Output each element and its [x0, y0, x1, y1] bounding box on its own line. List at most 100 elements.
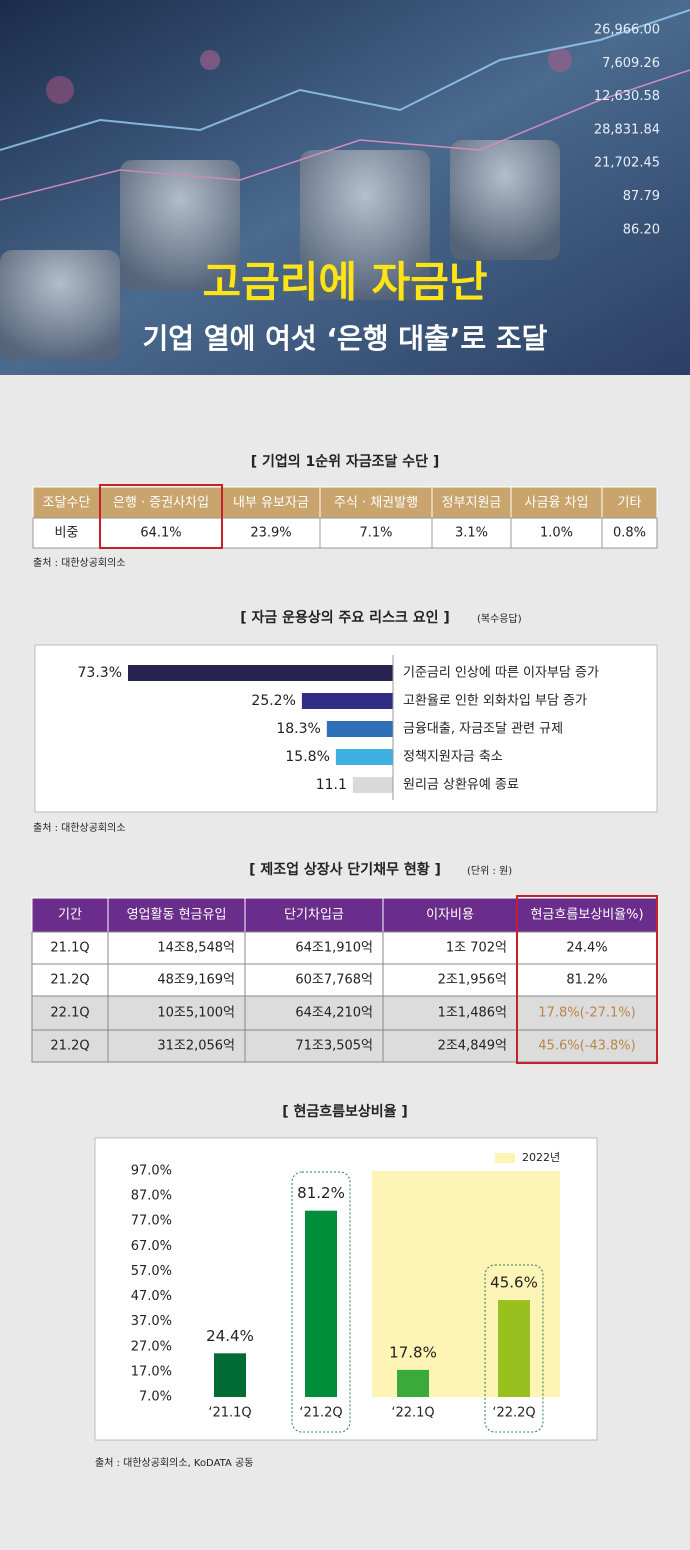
body-cell — [382, 995, 518, 1031]
body-cell — [244, 995, 384, 1031]
value-label: 73.3% — [78, 665, 122, 681]
y-tick-label: 57.0% — [131, 1264, 172, 1279]
y-tick-label: 17.0% — [131, 1364, 172, 1379]
y-tick-label: 87.0% — [131, 1189, 172, 1204]
body-cell — [244, 931, 384, 965]
body-cell — [221, 517, 321, 549]
highlight-box — [99, 484, 223, 549]
header-cell — [601, 486, 658, 519]
body-cell — [516, 995, 658, 1031]
x-tick-label: ‘22.1Q — [391, 1406, 434, 1421]
category-label: 고환율로 인한 외화차입 부담 증가 — [403, 694, 587, 709]
value-label: 24.4% — [206, 1327, 254, 1345]
cell-text: 45.6%(-43.8%) — [538, 1039, 635, 1054]
dotted-frame — [291, 1171, 351, 1433]
ticker-number: 28,831.84 — [594, 122, 660, 137]
header-cell — [221, 486, 321, 519]
table-title: [ 기업의 1순위 자금조달 수단 ] — [251, 453, 440, 470]
bar — [326, 721, 393, 737]
cell-text: 21.2Q — [50, 1039, 89, 1054]
x-tick-label: ‘21.1Q — [208, 1406, 251, 1421]
bar — [305, 1210, 337, 1397]
body-cell — [107, 963, 246, 997]
header-cell — [431, 486, 512, 519]
cell-text: 비중 — [55, 526, 79, 541]
ticker-number: 12,630.58 — [594, 89, 660, 104]
header-text: 기간 — [58, 908, 82, 923]
cell-text: 31조2,056억 — [157, 1039, 235, 1054]
ticker-number: 87.79 — [623, 189, 660, 204]
ticker-number: 26,966.00 — [594, 23, 660, 38]
y-tick-label: 37.0% — [131, 1314, 172, 1329]
cell-text: 64조4,210억 — [295, 1006, 373, 1021]
category-label: 정책지원자금 축소 — [403, 750, 503, 765]
cell-text: 2조1,956억 — [438, 973, 507, 988]
header-text: 단기차입금 — [284, 908, 344, 923]
cell-text: 23.9% — [250, 526, 291, 541]
category-label: 기준금리 인상에 따른 이자부담 증가 — [403, 666, 599, 681]
cell-text: 17.8%(-27.1%) — [538, 1006, 635, 1021]
bar — [335, 749, 393, 765]
cell-text: 1.0% — [540, 526, 573, 541]
x-tick-label: ‘21.2Q — [299, 1406, 342, 1421]
cell-text: 64.1% — [140, 526, 181, 541]
bar — [301, 693, 393, 709]
banner-subtitle: 기업 열에 여섯 ‘은행 대출’로 조달 — [143, 322, 548, 355]
banner-title: 고금리에 자금난 — [202, 258, 487, 307]
cell-text: 14조8,548억 — [157, 941, 235, 956]
category-label: 금융대출, 자금조달 관련 규제 — [403, 722, 563, 737]
cell-text: 7.1% — [359, 526, 392, 541]
table-unit: (단위 : 원) — [467, 864, 512, 877]
highlight-box — [516, 895, 658, 1064]
body-cell — [107, 1029, 246, 1063]
body-cell — [244, 963, 384, 997]
x-tick-label: ‘22.2Q — [492, 1406, 535, 1421]
y-tick-label: 97.0% — [131, 1164, 172, 1179]
body-cell — [601, 517, 658, 549]
cell-text: 71조3,505억 — [295, 1039, 373, 1054]
ticker-number: 86.20 — [623, 222, 660, 237]
source: 출처 : 대한상공회의소, KoDATA 공동 — [95, 1457, 253, 1469]
value-label: 81.2% — [297, 1184, 345, 1202]
header-text: 이자비용 — [426, 908, 474, 923]
body-cell — [99, 517, 223, 549]
y-tick-label: 27.0% — [131, 1339, 172, 1354]
source: 출처 : 대한상공회의소 — [33, 822, 126, 834]
header-text: 기타 — [618, 496, 642, 511]
cell-text: 0.8% — [613, 526, 646, 541]
cell-text: 21.2Q — [50, 973, 89, 988]
bar — [214, 1353, 246, 1397]
header-text: 주식 · 채권발행 — [334, 495, 418, 511]
header-text: 사금융 차입 — [525, 496, 589, 511]
body-cell — [31, 931, 109, 965]
ticker-number: 7,609.26 — [602, 56, 660, 71]
body-cell — [516, 1029, 658, 1063]
body-cell — [431, 517, 512, 549]
header-text: 은행 · 증권사차입 — [113, 495, 209, 511]
cell-text: 10조5,100억 — [157, 1006, 235, 1021]
header-text: 조달수단 — [43, 496, 91, 511]
cell-text: 1조1,486억 — [438, 1006, 507, 1021]
bar — [128, 665, 393, 681]
table-title: [ 제조업 상장사 단기채무 현황 ] — [249, 861, 441, 878]
header-text: 정부지원금 — [442, 496, 502, 511]
y-tick-label: 77.0% — [131, 1214, 172, 1229]
cell-text: 60조7,768억 — [295, 973, 373, 988]
header-cell — [244, 897, 384, 933]
body-cell — [510, 517, 603, 549]
cell-text: 1조 702억 — [446, 941, 507, 956]
cell-text: 48조9,169억 — [157, 973, 235, 988]
bar — [498, 1300, 530, 1397]
value-label: 18.3% — [276, 721, 320, 737]
bar — [397, 1369, 429, 1397]
value-label: 25.2% — [251, 693, 295, 709]
chart-title: [ 자금 운용상의 주요 리스크 요인 ] — [240, 609, 449, 626]
value-label: 11.1 — [316, 777, 347, 793]
cell-text: 22.1Q — [50, 1006, 89, 1021]
header-text: 현금흐름보상비율%) — [530, 908, 643, 923]
header-text: 내부 유보자금 — [233, 496, 309, 511]
legend-label: 2022년 — [522, 1151, 560, 1164]
header-text: 영업활동 현금유입 — [127, 908, 227, 923]
